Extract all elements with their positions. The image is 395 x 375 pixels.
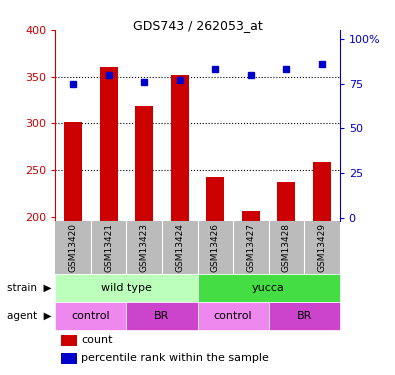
Text: GSM13429: GSM13429: [318, 223, 326, 272]
Bar: [171, 75, 189, 221]
Bar: [198, 302, 269, 330]
Text: BR: BR: [154, 311, 169, 321]
Text: BR: BR: [297, 311, 312, 321]
Bar: [61, 352, 77, 364]
Text: strain  ▶: strain ▶: [7, 283, 51, 293]
Bar: [55, 274, 198, 302]
Bar: [242, 211, 260, 221]
Text: GSM13426: GSM13426: [211, 223, 220, 272]
Text: GDS743 / 262053_at: GDS743 / 262053_at: [133, 19, 262, 32]
Text: yucca: yucca: [252, 283, 285, 293]
Text: GSM13421: GSM13421: [104, 223, 113, 272]
Bar: [64, 122, 82, 221]
Text: agent  ▶: agent ▶: [7, 311, 51, 321]
Text: GSM13420: GSM13420: [69, 223, 77, 272]
Text: GSM13428: GSM13428: [282, 223, 291, 272]
Bar: [269, 302, 340, 330]
Text: GSM13423: GSM13423: [140, 223, 149, 272]
Bar: [135, 106, 153, 221]
Text: control: control: [214, 311, 252, 321]
Bar: [277, 182, 295, 221]
Bar: [313, 162, 331, 221]
Text: control: control: [71, 311, 110, 321]
Text: GSM13427: GSM13427: [246, 223, 255, 272]
Bar: [100, 68, 118, 221]
Text: GSM13424: GSM13424: [175, 223, 184, 272]
Bar: [55, 302, 126, 330]
Bar: [126, 302, 198, 330]
Text: wild type: wild type: [101, 283, 152, 293]
Text: count: count: [81, 335, 113, 345]
Text: percentile rank within the sample: percentile rank within the sample: [81, 353, 269, 363]
Bar: [206, 177, 224, 221]
Bar: [61, 334, 77, 346]
Bar: [198, 274, 340, 302]
